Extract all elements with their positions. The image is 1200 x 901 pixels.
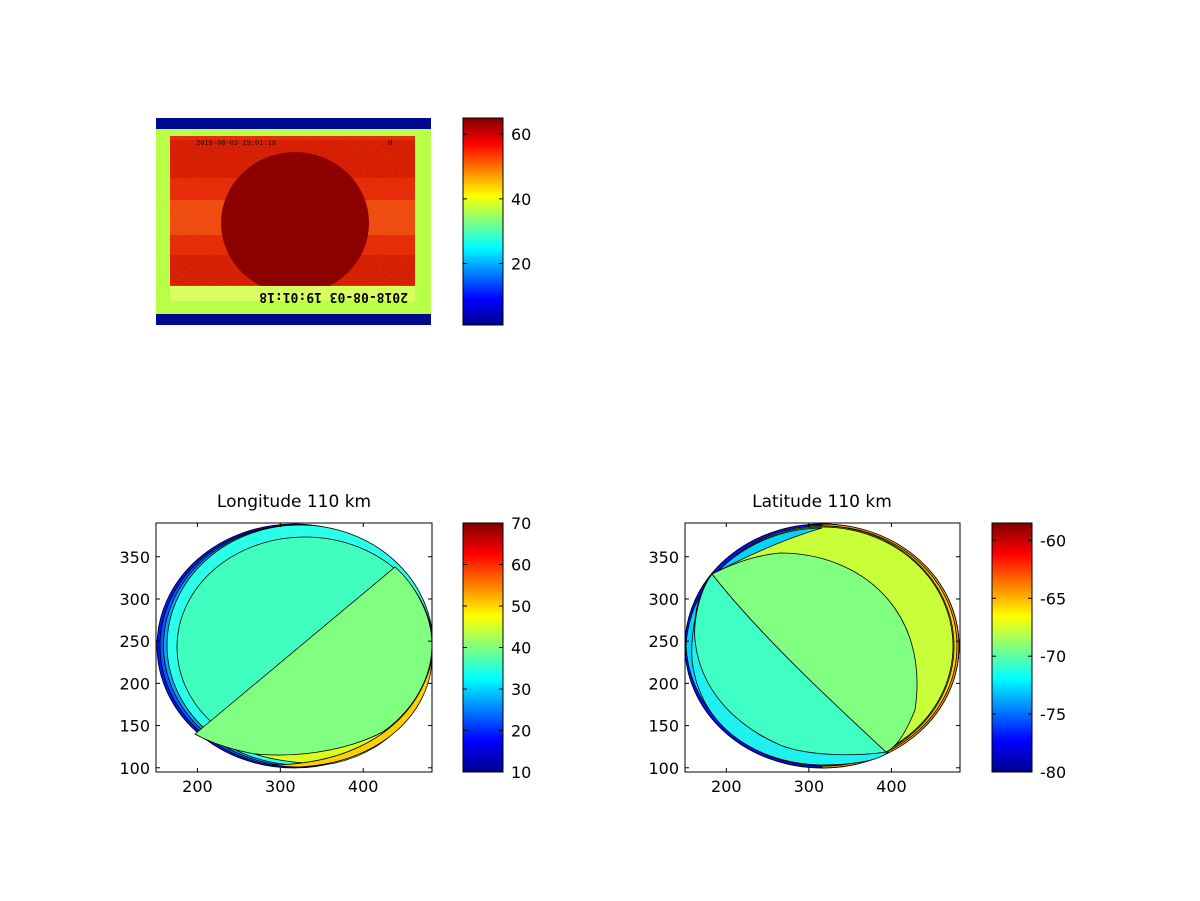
latitude-colorbar-ticks: -80 -75 -70 -65 -60 bbox=[992, 531, 1066, 782]
longitude-contours bbox=[156, 523, 432, 769]
colorbar-tick-label: -60 bbox=[1040, 531, 1066, 550]
image-colorbar bbox=[462, 117, 504, 326]
colorbar-tick-label: 10 bbox=[511, 763, 531, 782]
colorbar-tick-label: 40 bbox=[511, 190, 531, 209]
image-stamp-top-right: H bbox=[388, 139, 392, 147]
image-frame-bottom bbox=[156, 314, 431, 325]
x-tick-label: 400 bbox=[876, 777, 907, 796]
latitude-contours bbox=[685, 523, 960, 769]
image-panel: 2018-08-03 19:01:18 H 2018-08-03 19:01:1… bbox=[156, 117, 531, 326]
latitude-colorbar bbox=[991, 522, 1033, 773]
latitude-title: Latitude 110 km bbox=[752, 492, 892, 512]
colorbar-tick-label: -70 bbox=[1040, 647, 1066, 666]
image-dark-disk bbox=[221, 152, 369, 294]
colorbar-tick-label: -75 bbox=[1040, 705, 1066, 724]
y-tick-label: 350 bbox=[119, 548, 150, 567]
latitude-axis-ticks: 200 300 400 100 150 200 250 300 350 bbox=[648, 523, 960, 796]
colorbar-tick-label: 50 bbox=[511, 597, 531, 616]
longitude-panel: Longitude 110 km 200 300 400 100 150 200 250 30… bbox=[119, 492, 531, 796]
y-tick-label: 100 bbox=[648, 759, 679, 778]
lat-contour-green bbox=[711, 552, 918, 753]
colorbar-tick-label: 60 bbox=[511, 125, 531, 144]
colorbar-tick-label: -80 bbox=[1040, 763, 1066, 782]
y-tick-label: 150 bbox=[648, 717, 679, 736]
y-tick-label: 200 bbox=[119, 674, 150, 693]
y-tick-label: 350 bbox=[648, 548, 679, 567]
y-tick-label: 100 bbox=[119, 759, 150, 778]
latitude-axes-frame bbox=[684, 522, 961, 773]
longitude-title: Longitude 110 km bbox=[217, 492, 371, 512]
image-frame-top bbox=[156, 118, 431, 129]
lon-contour-40 bbox=[194, 566, 432, 759]
y-tick-label: 300 bbox=[119, 590, 150, 609]
colorbar-tick-label: 60 bbox=[511, 556, 531, 575]
y-tick-label: 250 bbox=[119, 632, 150, 651]
y-tick-label: 250 bbox=[648, 632, 679, 651]
colorbar-tick-label: 20 bbox=[511, 255, 531, 274]
lon-contour-55 bbox=[271, 659, 432, 768]
x-tick-label: 400 bbox=[348, 777, 379, 796]
latitude-panel: Latitude 110 km 200 300 400 100 150 200 250 300… bbox=[648, 492, 1066, 796]
y-tick-label: 300 bbox=[648, 590, 679, 609]
image-stamp-bottom: 2018-08-03 19:01:18 bbox=[259, 289, 408, 304]
colorbar-tick-label: -65 bbox=[1040, 589, 1066, 608]
longitude-axis-ticks: 200 300 400 100 150 200 250 300 350 bbox=[119, 523, 432, 796]
colorbar-tick-label: 30 bbox=[511, 680, 531, 699]
longitude-axes-frame bbox=[155, 522, 433, 773]
x-tick-label: 300 bbox=[794, 777, 825, 796]
image-stamp-top: 2018-08-03 19:01:18 bbox=[196, 139, 276, 147]
colorbar-tick-label: 20 bbox=[511, 722, 531, 741]
x-tick-label: 200 bbox=[182, 777, 213, 796]
image-stamp-strip bbox=[170, 286, 415, 301]
longitude-colorbar-ticks: 10 20 30 40 50 60 70 bbox=[463, 514, 531, 782]
y-tick-label: 150 bbox=[119, 717, 150, 736]
colorbar-tick-label: 40 bbox=[511, 639, 531, 658]
longitude-colorbar bbox=[462, 522, 504, 773]
x-tick-label: 200 bbox=[711, 777, 742, 796]
x-tick-label: 300 bbox=[265, 777, 296, 796]
y-tick-label: 200 bbox=[648, 674, 679, 693]
colorbar-tick-label: 70 bbox=[511, 514, 531, 533]
image-colorbar-ticks: 20 40 60 bbox=[463, 125, 531, 274]
